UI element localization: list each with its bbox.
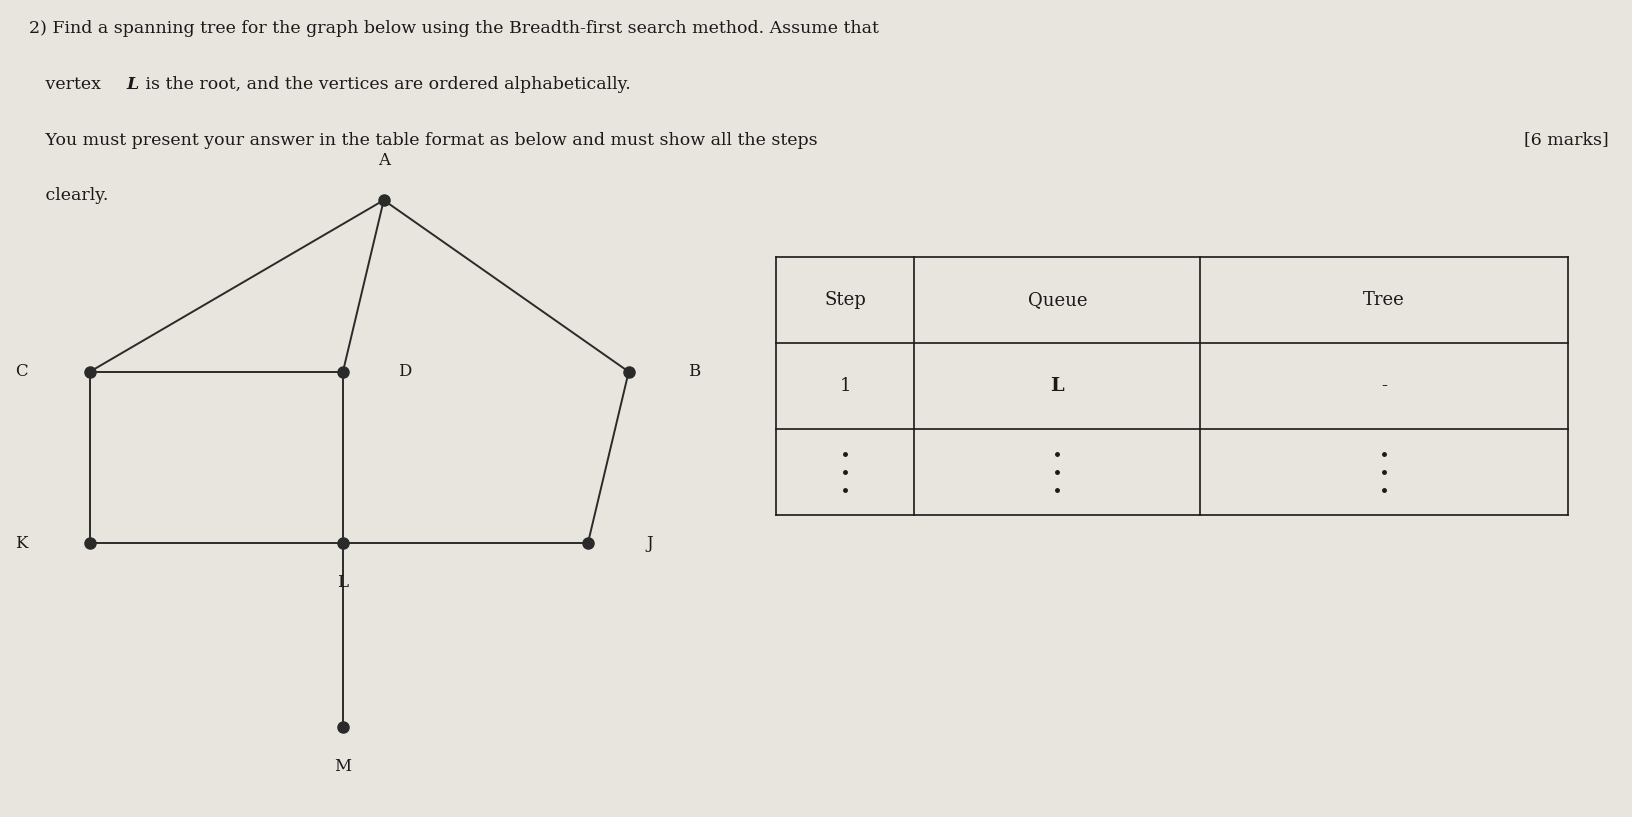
Text: You must present your answer in the table format as below and must show all the : You must present your answer in the tabl… xyxy=(29,132,818,149)
Text: C: C xyxy=(15,364,28,380)
Text: Step: Step xyxy=(824,291,865,310)
Text: M: M xyxy=(335,758,351,775)
Text: L: L xyxy=(127,76,139,93)
Text: J: J xyxy=(646,535,653,551)
Text: clearly.: clearly. xyxy=(29,187,109,204)
Text: L: L xyxy=(1049,377,1064,395)
Text: -: - xyxy=(1381,377,1386,395)
Text: K: K xyxy=(15,535,28,551)
Text: Queue: Queue xyxy=(1027,291,1087,310)
Text: 1: 1 xyxy=(839,377,850,395)
Text: L: L xyxy=(338,574,348,591)
Text: A: A xyxy=(377,153,390,169)
Text: 2) Find a spanning tree for the graph below using the Breadth-first search metho: 2) Find a spanning tree for the graph be… xyxy=(29,20,878,38)
Text: B: B xyxy=(687,364,700,380)
Text: is the root, and the vertices are ordered alphabetically.: is the root, and the vertices are ordere… xyxy=(140,76,632,93)
Text: Tree: Tree xyxy=(1363,291,1404,310)
Text: D: D xyxy=(398,364,411,380)
Text: vertex: vertex xyxy=(29,76,106,93)
Text: [6 marks]: [6 marks] xyxy=(1523,132,1608,149)
